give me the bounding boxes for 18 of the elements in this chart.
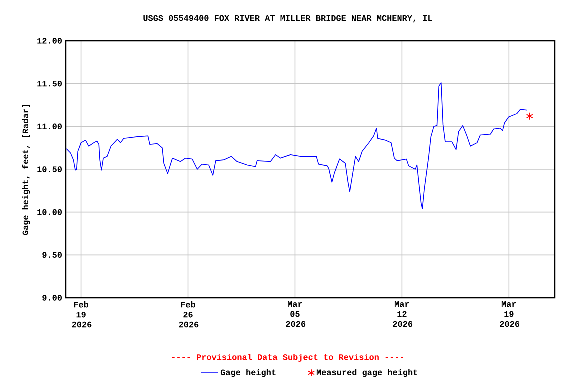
y-tick-label: 10.50 xyxy=(38,166,62,172)
x-tick-label: Mar 12 2026 xyxy=(393,302,413,328)
y-axis-title: Gage height, feet, [Radar] xyxy=(22,104,30,236)
x-tick-label: Mar 19 2026 xyxy=(500,302,520,328)
text: ---- Provisional Data Subject to Revision ---- xyxy=(172,354,404,362)
y-tick-label: 10.00 xyxy=(38,209,62,216)
line-series xyxy=(66,82,528,210)
y-tick-label: 9.50 xyxy=(42,252,62,258)
y-tick-label: 11.50 xyxy=(38,80,62,87)
x-tick-label: Feb 26 2026 xyxy=(179,302,199,328)
y-tick-label: 11.00 xyxy=(38,124,62,130)
y-tick-label: 9.00 xyxy=(42,295,62,301)
legend-label: Gage height xyxy=(220,369,276,378)
x-tick-label: Feb 19 2026 xyxy=(72,302,92,328)
x-tick-label: Mar 05 2026 xyxy=(286,302,306,328)
chart-title: USGS 05549400 FOX RIVER AT MILLER BRIDGE NEAR MCHENRY, IL xyxy=(144,15,432,23)
legend-label: Measured gage height xyxy=(316,369,418,378)
y-tick-label: 12.00 xyxy=(38,38,62,44)
